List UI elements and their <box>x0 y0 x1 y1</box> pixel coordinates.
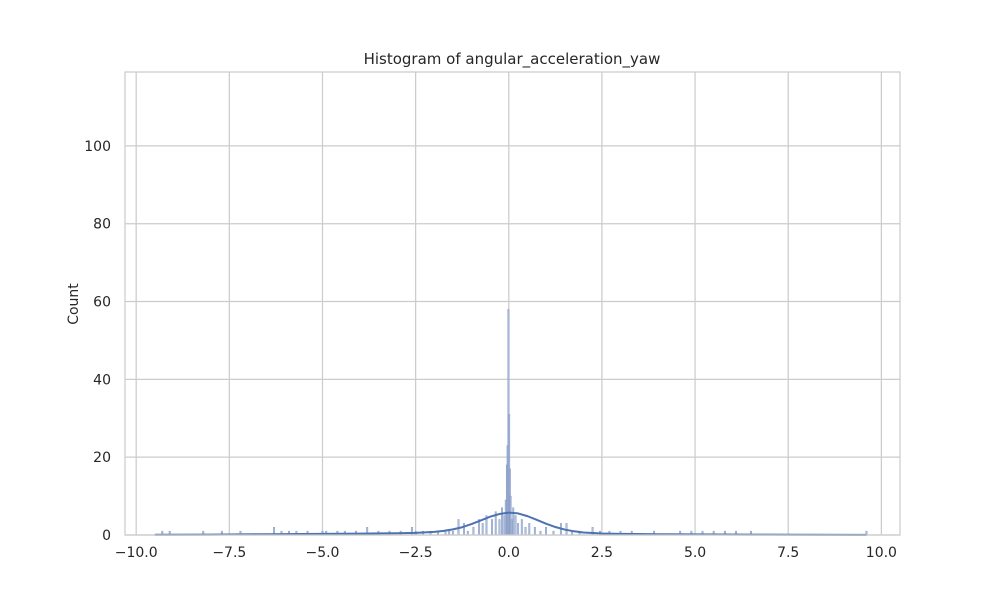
histogram-bar <box>463 523 466 536</box>
x-tick-labels: −10.0 −7.5 −5.0 −2.5 0.0 2.5 5.0 7.5 10.0 <box>115 545 897 561</box>
histogram-bar <box>512 507 515 536</box>
grid <box>125 72 900 536</box>
kde-line <box>154 511 867 536</box>
histogram-bar <box>481 523 484 536</box>
y-tick-label: 80 <box>93 217 111 233</box>
x-tick-label: 7.5 <box>777 545 799 561</box>
histogram-bar <box>524 527 527 536</box>
plot-frame <box>124 71 901 536</box>
histogram-bar <box>472 527 475 536</box>
x-tick-label: −5.0 <box>305 545 339 561</box>
histogram-bar <box>503 515 506 536</box>
x-tick-label: −2.5 <box>399 545 433 561</box>
histogram-bar <box>491 519 493 536</box>
y-tick-label: 60 <box>93 295 111 311</box>
chart-title: Histogram of angular_acceleration_yaw <box>364 50 661 69</box>
histogram-bar <box>520 519 523 536</box>
y-tick-label: 20 <box>93 450 111 466</box>
histogram-bar <box>498 519 501 536</box>
histogram-bar <box>517 523 520 536</box>
x-tick-label: 10.0 <box>866 545 897 561</box>
histogram-bar <box>545 527 547 536</box>
histogram-bar <box>510 519 513 536</box>
histogram-bar <box>501 507 504 536</box>
y-tick-labels: 0 20 40 60 80 100 <box>84 139 111 544</box>
histogram-bar <box>533 527 536 536</box>
x-tick-label: −10.0 <box>115 545 158 561</box>
x-tick-label: 5.0 <box>684 545 706 561</box>
histogram-bar <box>514 515 517 536</box>
y-axis-label: Count <box>66 283 82 325</box>
histogram-bar <box>528 523 531 536</box>
histogram-bars <box>161 309 868 536</box>
kde-curve-group <box>154 511 867 536</box>
y-tick-label: 40 <box>93 372 111 388</box>
x-tick-label: 0.0 <box>498 545 520 561</box>
y-tick-label: 0 <box>102 528 111 544</box>
x-tick-label: −7.5 <box>212 545 246 561</box>
y-tick-label: 100 <box>84 139 111 155</box>
x-tick-label: 2.5 <box>591 545 613 561</box>
